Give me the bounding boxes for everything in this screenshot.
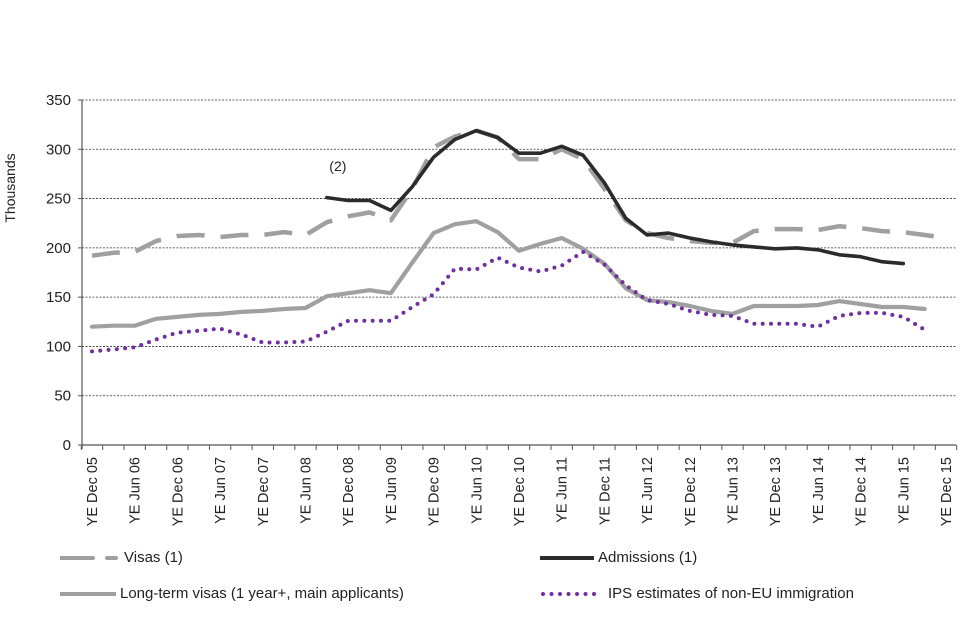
series-line-ips-estimates-of-non-eu-immigration bbox=[90, 249, 927, 354]
annotation-label: (2) bbox=[329, 158, 346, 174]
x-tick-label: YE Jun 06 bbox=[128, 457, 144, 524]
legend-item-visas: Visas (1) bbox=[60, 549, 183, 566]
x-tick-label: YE Jun 10 bbox=[469, 457, 485, 524]
x-tick-label: YE Dec 15 bbox=[939, 457, 955, 526]
series-line-visas-1 bbox=[91, 128, 947, 258]
x-tick-label: YE Dec 14 bbox=[854, 457, 870, 526]
x-tick-label: YE Jun 13 bbox=[726, 457, 742, 524]
x-tick-label: YE Dec 07 bbox=[256, 457, 272, 526]
x-tick-label: YE Jun 09 bbox=[384, 457, 400, 524]
y-tick-label: 0 bbox=[63, 437, 71, 454]
y-tick-label: 100 bbox=[46, 338, 71, 355]
x-tick-label: YE Jun 07 bbox=[213, 457, 229, 524]
legend-item-admissions: Admissions (1) bbox=[540, 549, 697, 566]
y-tick-label: 50 bbox=[54, 388, 71, 405]
x-tick-label: YE Jun 11 bbox=[555, 457, 571, 523]
dashed-line-swatch-icon bbox=[60, 555, 118, 560]
x-tick-label: YE Jun 12 bbox=[640, 457, 656, 524]
series-line-long-term-visas-1-year-main-applicants bbox=[89, 219, 927, 329]
legend-item-long-term-visas: Long-term visas (1 year+, main applicant… bbox=[60, 585, 404, 602]
y-tick-label: 350 bbox=[46, 92, 71, 109]
x-axis: YE Dec 05 YE Jun 06 YE Dec 06 YE Jun 07 YE D… bbox=[80, 444, 958, 526]
legend-item-ips: IPS estimates of non-EU immigration bbox=[540, 585, 854, 602]
y-tick-label: 250 bbox=[46, 191, 71, 208]
legend-label: Long-term visas (1 year+, main applicant… bbox=[120, 585, 404, 602]
y-axis: 0 50 100 150 200 250 300 350 bbox=[46, 92, 83, 454]
y-tick-label: 200 bbox=[46, 240, 71, 257]
solid-line-swatch-icon bbox=[540, 555, 594, 560]
y-axis-label: Thousands bbox=[2, 153, 18, 222]
solid-line-swatch-icon bbox=[60, 591, 116, 596]
y-tick-label: 300 bbox=[46, 141, 71, 158]
dotted-line-swatch-icon bbox=[541, 591, 600, 596]
x-tick-label: YE Dec 13 bbox=[768, 457, 784, 526]
legend-label: Visas (1) bbox=[124, 549, 183, 566]
legend-label: IPS estimates of non-EU immigration bbox=[608, 585, 854, 602]
annotations: (2) bbox=[329, 158, 346, 174]
x-tick-label: YE Dec 05 bbox=[85, 457, 101, 526]
x-tick-label: YE Jun 08 bbox=[299, 457, 315, 524]
series-line-admissions-1 bbox=[325, 128, 906, 266]
x-tick-label: YE Dec 06 bbox=[170, 457, 186, 526]
x-tick-label: YE Dec 08 bbox=[341, 457, 357, 526]
x-tick-label: YE Dec 12 bbox=[683, 457, 699, 526]
x-tick-label: YE Jun 14 bbox=[811, 457, 827, 524]
legend-label: Admissions (1) bbox=[598, 549, 698, 566]
x-tick-label: YE Dec 09 bbox=[427, 457, 443, 526]
gridlines bbox=[82, 99, 956, 397]
x-tick-label: YE Dec 11 bbox=[597, 457, 613, 525]
series-lines bbox=[89, 128, 947, 354]
x-tick-label: YE Jun 15 bbox=[896, 457, 912, 524]
y-tick-label: 150 bbox=[46, 289, 71, 306]
x-tick-label: YE Dec 10 bbox=[512, 457, 528, 526]
